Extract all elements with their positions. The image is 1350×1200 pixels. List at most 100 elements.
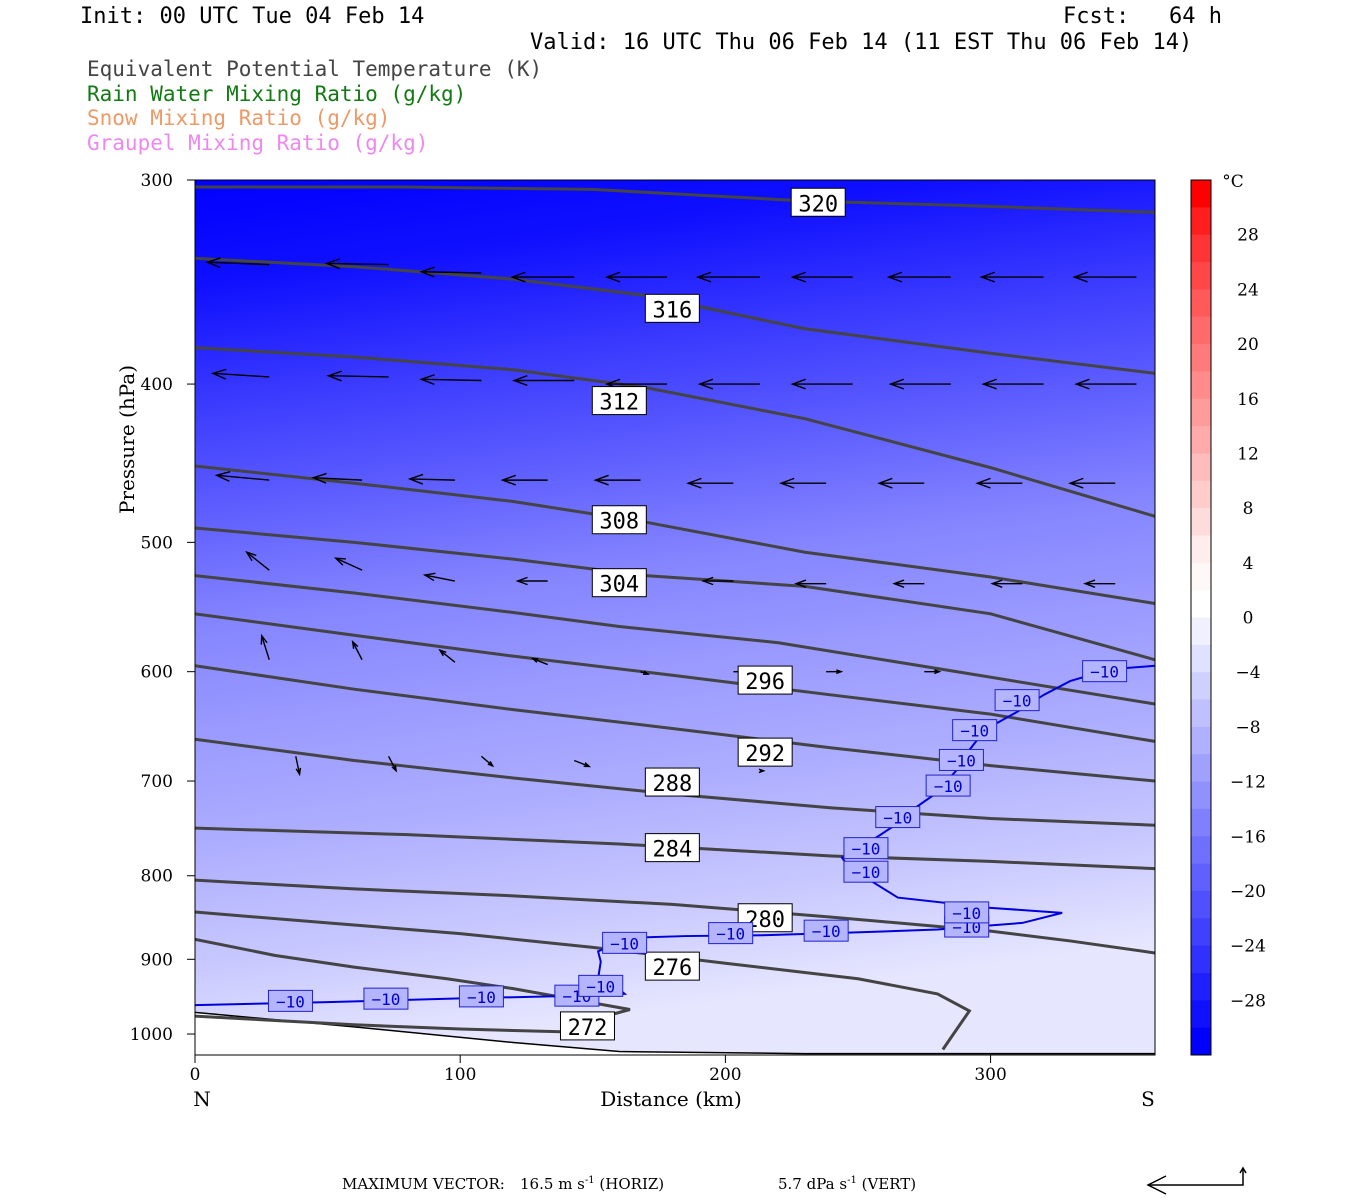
y-tick-label: 400 bbox=[141, 375, 173, 395]
wind-vector-head bbox=[391, 764, 398, 773]
temperature-label: −10 bbox=[952, 719, 998, 742]
temperature-label-text: −10 bbox=[812, 922, 841, 941]
wind-vector-head bbox=[758, 768, 766, 774]
wind-vector-head bbox=[500, 474, 517, 486]
x-end-label-left: N bbox=[193, 1087, 211, 1111]
x-end-label-right: S bbox=[1141, 1087, 1155, 1111]
wind-vector-head bbox=[326, 370, 342, 382]
wind-vector bbox=[387, 755, 397, 772]
max-vector-horiz-unit: m s bbox=[558, 1175, 585, 1193]
temperature-label: −10 bbox=[938, 748, 984, 771]
theta-e-label-288: 288 bbox=[644, 767, 700, 797]
temperature-label: −10 bbox=[843, 837, 889, 860]
wind-vector-head bbox=[510, 271, 526, 283]
wind-vector-head bbox=[888, 378, 905, 390]
colorbar-swatch bbox=[1191, 836, 1211, 865]
colorbar-tick-label: −12 bbox=[1230, 773, 1266, 793]
colorbar-swatch bbox=[1191, 316, 1211, 345]
wind-vector-head bbox=[701, 576, 714, 586]
wind-vector bbox=[207, 261, 270, 266]
temperature-label-text: −10 bbox=[883, 809, 912, 828]
wind-vector bbox=[424, 574, 456, 582]
wind-vector-head bbox=[333, 557, 346, 566]
colorbar-tick-label: 4 bbox=[1243, 554, 1254, 574]
temperature-label: −10 bbox=[578, 974, 624, 997]
theta-e-label-280: 280 bbox=[737, 903, 793, 933]
temperature-label-text: −10 bbox=[586, 977, 615, 996]
wind-vector-head bbox=[934, 669, 942, 675]
wind-vector-head bbox=[790, 378, 806, 390]
theta-e-label-text: 276 bbox=[652, 956, 692, 981]
theta-e-contour-292 bbox=[195, 664, 1155, 783]
colorbar-tick-label: 16 bbox=[1237, 390, 1259, 410]
colorbar-swatch bbox=[1191, 726, 1211, 755]
colorbar-tick-label: 0 bbox=[1243, 609, 1254, 629]
temperature-label-text: −10 bbox=[851, 840, 880, 859]
theta-e-label-272: 272 bbox=[559, 1011, 615, 1041]
temperature-label-text: −10 bbox=[960, 722, 989, 741]
temperature-label-text: −10 bbox=[947, 751, 976, 770]
y-tick-label: 1000 bbox=[130, 1025, 173, 1045]
theta-e-contour-276 bbox=[195, 910, 972, 1051]
colorbar-tick-label: −8 bbox=[1235, 718, 1260, 738]
theta-e-label-292: 292 bbox=[737, 737, 793, 767]
colorbar-swatch bbox=[1191, 1000, 1211, 1029]
wind-vector bbox=[532, 657, 548, 666]
max-vector-horiz-tag: (HORIZ) bbox=[599, 1175, 665, 1193]
terrain-mask bbox=[195, 1012, 1155, 1055]
colorbar-swatch bbox=[1191, 398, 1211, 427]
wind-vector bbox=[573, 759, 590, 768]
colorbar-swatch bbox=[1191, 344, 1211, 372]
temperature-label: −10 bbox=[1082, 660, 1128, 683]
x-tick-label: 0 bbox=[190, 1065, 201, 1085]
colorbar-swatch bbox=[1191, 262, 1211, 290]
temperature-label: −10 bbox=[458, 985, 504, 1008]
temperature-label: −10 bbox=[602, 931, 648, 954]
theta-e-label-296: 296 bbox=[737, 665, 793, 695]
colorbar-swatch bbox=[1191, 234, 1211, 263]
wind-vector-head bbox=[351, 639, 359, 649]
theta-e-label-text: 304 bbox=[599, 573, 639, 598]
colorbar-tick-label: −24 bbox=[1230, 937, 1266, 957]
theta-e-label-312: 312 bbox=[591, 386, 647, 416]
theta-e-label-text: 308 bbox=[599, 510, 639, 535]
colorbar-swatch bbox=[1191, 808, 1211, 837]
colorbar-tick-label: 8 bbox=[1243, 499, 1254, 519]
max-vector-vert-value: 5.7 bbox=[778, 1175, 802, 1193]
theta-e-contour-296 bbox=[195, 612, 1155, 743]
plot-area bbox=[195, 180, 1155, 1055]
temperature-label-text: −10 bbox=[1003, 692, 1032, 711]
wind-vector bbox=[409, 478, 455, 481]
theta-e-contour-320 bbox=[195, 185, 1155, 214]
temperature-label: −10 bbox=[875, 806, 921, 829]
colorbar-swatch bbox=[1191, 590, 1211, 618]
x-tick-label: 200 bbox=[709, 1065, 741, 1085]
wind-vector-head bbox=[295, 767, 302, 777]
temperature-label: −10 bbox=[925, 774, 971, 797]
wind-vector-head bbox=[779, 477, 795, 489]
max-vector-vert-unit: dPa s bbox=[806, 1175, 848, 1193]
wind-vector-head bbox=[512, 375, 528, 386]
colorbar-tick-label: −16 bbox=[1230, 827, 1266, 847]
theta-e-label-320: 320 bbox=[790, 187, 846, 217]
colorbar-unit: °C bbox=[1222, 172, 1244, 192]
colorbar-swatch bbox=[1191, 617, 1211, 646]
theta-e-label-text: 272 bbox=[568, 1016, 608, 1041]
colorbar-swatch bbox=[1191, 863, 1211, 892]
colorbar-swatch bbox=[1191, 945, 1211, 974]
field-label-theta-e: Equivalent Potential Temperature (K) bbox=[87, 57, 543, 81]
wind-vector-head bbox=[210, 368, 227, 380]
wind-vector-head bbox=[530, 657, 539, 663]
y-tick-label: 600 bbox=[141, 663, 173, 683]
max-vector-horiz-value: 16.5 bbox=[520, 1175, 554, 1193]
theta-e-label-text: 296 bbox=[745, 670, 785, 695]
y-tick-label: 800 bbox=[141, 867, 173, 887]
colorbar-tick-label: 20 bbox=[1237, 335, 1259, 355]
wind-vector-head bbox=[593, 474, 609, 486]
colorbar-swatch bbox=[1191, 918, 1211, 947]
colorbar-tick-label: 28 bbox=[1237, 226, 1259, 246]
wind-vector-head bbox=[205, 257, 221, 269]
theta-e-label-316: 316 bbox=[644, 293, 700, 323]
y-tick-label: 300 bbox=[141, 171, 173, 191]
